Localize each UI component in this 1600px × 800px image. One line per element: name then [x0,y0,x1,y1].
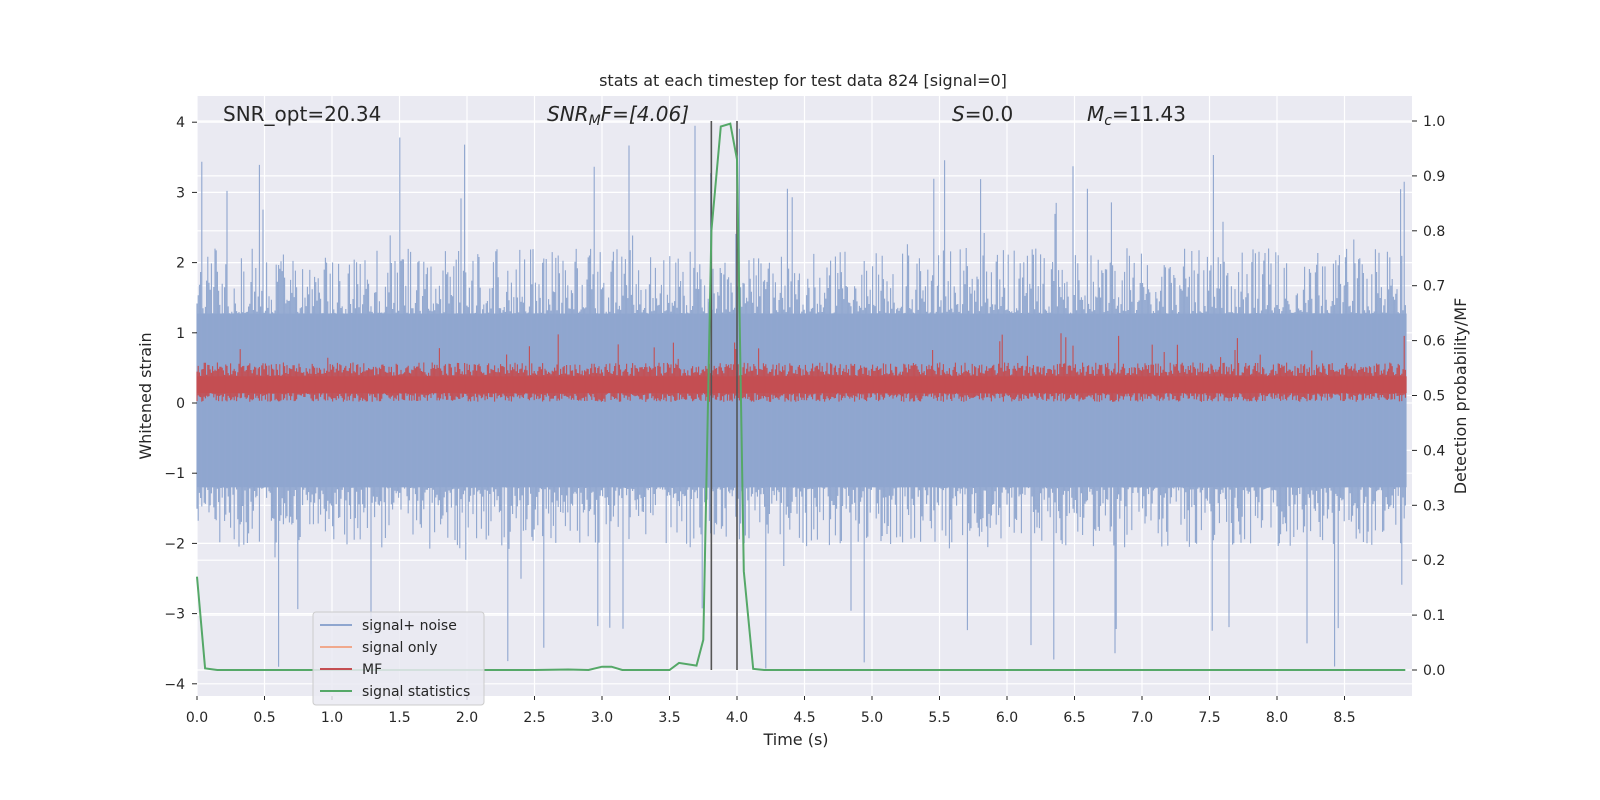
annotation-snr-mf-rest: F=[4.06] [601,102,689,126]
annotation-s: S=0.0 [952,102,1013,126]
x-tick-label: 7.0 [1131,710,1153,726]
y-right-tick-label: 0.6 [1423,334,1445,350]
y-axis-left-label: Whitened strain [136,332,155,459]
y-left-tick-label: −2 [164,536,185,552]
y-left-tick-label: −4 [164,677,185,693]
mf-series [196,333,1407,402]
x-tick-label: 1.0 [321,710,343,726]
y-right-tick-label: 0.1 [1423,608,1445,624]
x-tick-label: 4.0 [726,710,748,726]
legend-label-signal-statistics: signal statistics [362,684,470,700]
y-right-tick-label: 0.3 [1423,498,1445,514]
chart-title: stats at each timestep for test data 824… [599,71,1007,90]
y-axis-right-ticks: 1.0 0.9 0.8 0.7 0.6 0.5 0.4 0.3 0.2 0.1 0.0 [1412,114,1445,679]
y-left-tick-label: −3 [164,607,185,623]
annotation-mc-var: M [1087,102,1104,126]
y-right-tick-label: 1.0 [1423,114,1445,130]
annotation-snr-mf-var: SNR [547,102,589,126]
legend-label-signal-only: signal only [362,640,437,656]
x-tick-label: 3.5 [658,710,680,726]
y-right-tick-label: 0.7 [1423,279,1445,295]
x-tick-label: 3.0 [591,710,613,726]
y-left-tick-label: 1 [176,326,185,342]
annotation-mc-rest: =11.43 [1112,102,1186,126]
x-tick-label: 6.0 [996,710,1018,726]
x-tick-label: 6.5 [1063,710,1085,726]
x-tick-label: 0.0 [186,710,208,726]
x-tick-label: 5.5 [928,710,950,726]
y-axis-right-label: Detection probability/MF [1451,298,1470,495]
x-tick-label: 0.5 [253,710,275,726]
y-right-tick-label: 0.5 [1423,389,1445,405]
y-right-tick-label: 0.0 [1423,663,1445,679]
annotation-snr-mf-sub: M [589,113,601,129]
y-left-tick-label: 4 [176,115,185,131]
annotation-s-rest: =0.0 [965,102,1014,126]
legend-label-mf: MF [362,662,382,678]
legend: signal+ noise signal only MF signal stat… [312,611,485,706]
x-axis-ticks: 0.0 0.5 1.0 1.5 2.0 2.5 3.0 3.5 4.0 4.5 5.0 5.5 6.0 6… [186,696,1356,726]
y-left-tick-label: 2 [176,256,185,272]
x-tick-label: 5.0 [861,710,883,726]
y-right-tick-label: 0.8 [1423,224,1445,240]
x-tick-label: 8.0 [1266,710,1288,726]
annotation-mc: Mc=11.43 [1087,102,1186,129]
x-axis-label: Time (s) [762,730,828,749]
mf-line [196,333,1406,402]
x-tick-label: 8.5 [1333,710,1355,726]
annotation-mc-sub: c [1104,113,1112,129]
legend-label-signal-noise: signal+ noise [362,618,457,634]
annotation-snr-opt: SNR_opt=20.34 [223,102,381,126]
annotation-snr-mf: SNRMF=[4.06] [547,102,689,129]
x-tick-label: 7.5 [1198,710,1220,726]
x-tick-label: 1.5 [388,710,410,726]
annotation-s-var: S [952,102,965,126]
y-axis-left-ticks: 4 3 2 1 0 −1 −2 −3 −4 [164,115,197,693]
y-left-tick-label: 0 [176,396,185,412]
y-left-tick-label: 3 [176,185,185,201]
y-right-tick-label: 0.9 [1423,169,1445,185]
y-right-tick-label: 0.4 [1423,443,1445,459]
x-tick-label: 4.5 [793,710,815,726]
y-left-tick-label: −1 [164,466,185,482]
y-right-tick-label: 0.2 [1423,553,1445,569]
legend-box [312,611,485,706]
x-tick-label: 2.5 [523,710,545,726]
x-tick-label: 2.0 [456,710,478,726]
